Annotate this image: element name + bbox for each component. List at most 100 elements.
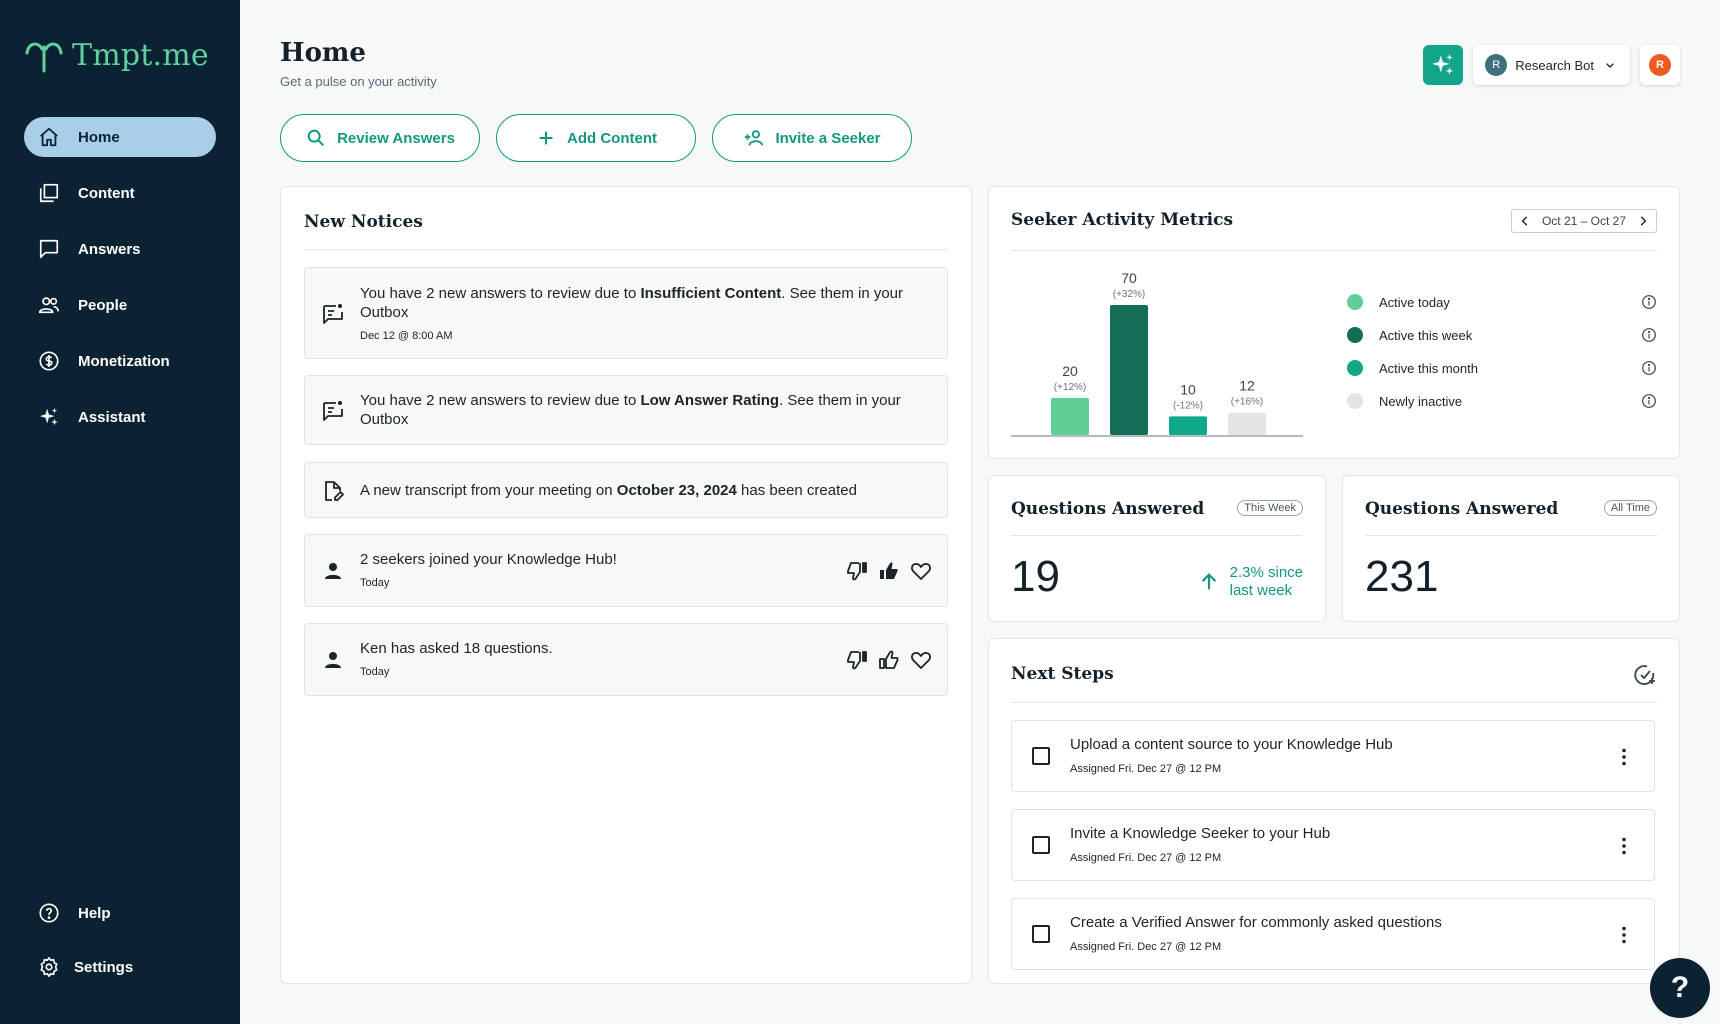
chart-bar bbox=[1051, 397, 1089, 435]
answers-icon bbox=[39, 239, 59, 259]
notices-title: New Notices bbox=[304, 212, 423, 232]
heart-icon[interactable] bbox=[909, 648, 933, 672]
page-subtitle: Get a pulse on your activity bbox=[280, 74, 437, 89]
chart-bar bbox=[1169, 416, 1207, 435]
notice-item[interactable]: Ken has asked 18 questions. Today bbox=[304, 623, 948, 696]
questions-all-card: Questions Answered All Time 231 bbox=[1342, 475, 1680, 622]
gear-icon bbox=[40, 957, 58, 977]
questions-week-card: Questions Answered This Week 19 2.3% sin… bbox=[988, 475, 1326, 622]
thumbs-up-icon[interactable] bbox=[877, 648, 901, 672]
notice-date: Dec 12 @ 8:00 AM bbox=[360, 330, 453, 342]
sparkle-icon bbox=[39, 407, 58, 426]
sidebar-item-label: Help bbox=[78, 904, 111, 922]
next-step-item: Create a Verified Answer for commonly as… bbox=[1011, 898, 1655, 970]
chart-change-label: (+32%) bbox=[1113, 289, 1146, 300]
step-checkbox[interactable] bbox=[1032, 747, 1050, 765]
divider bbox=[1365, 535, 1657, 536]
more-vertical-icon[interactable] bbox=[1612, 745, 1636, 769]
legend-item: Active today bbox=[1347, 292, 1657, 312]
notice-item[interactable]: You have 2 new answers to review due to … bbox=[304, 375, 948, 445]
step-date: Assigned Fri. Dec 27 @ 12 PM bbox=[1070, 852, 1222, 864]
chat-alert-icon bbox=[323, 304, 343, 324]
bot-selector[interactable]: R Research Bot bbox=[1473, 45, 1630, 85]
chart-change-label: (+16%) bbox=[1231, 397, 1264, 408]
notice-text: You have 2 new answers to review due to … bbox=[360, 285, 904, 321]
review-answers-button[interactable]: Review Answers bbox=[280, 114, 480, 162]
bot-name: Research Bot bbox=[1515, 57, 1594, 73]
info-icon[interactable] bbox=[1641, 393, 1657, 409]
legend-item: Newly inactive bbox=[1347, 391, 1657, 411]
user-menu-button[interactable]: R bbox=[1640, 45, 1680, 85]
more-vertical-icon[interactable] bbox=[1612, 834, 1636, 858]
next-steps-card: Next Steps Upload a content source to yo… bbox=[988, 638, 1680, 984]
notice-text: Ken has asked 18 questions. bbox=[360, 640, 553, 657]
info-icon[interactable] bbox=[1641, 360, 1657, 376]
chart-change-label: (-12%) bbox=[1173, 400, 1203, 411]
legend-dot bbox=[1347, 294, 1363, 310]
invite-seeker-label: Invite a Seeker bbox=[775, 129, 881, 147]
notice-item[interactable]: 2 seekers joined your Knowledge Hub! Tod… bbox=[304, 534, 948, 607]
step-text: Create a Verified Answer for commonly as… bbox=[1070, 914, 1442, 931]
chevron-down-icon bbox=[1606, 63, 1614, 68]
notice-date: Today bbox=[360, 577, 390, 589]
heart-icon[interactable] bbox=[909, 559, 933, 583]
chevron-right-icon[interactable] bbox=[1636, 214, 1650, 228]
sidebar-item-answers[interactable]: Answers bbox=[24, 229, 216, 269]
dollar-icon bbox=[39, 351, 59, 371]
thumbs-down-icon[interactable] bbox=[845, 648, 869, 672]
chart-value-label: 12 bbox=[1239, 378, 1255, 394]
thumbs-up-icon[interactable] bbox=[877, 559, 901, 583]
sidebar-item-home[interactable]: Home bbox=[24, 117, 216, 157]
sidebar-item-label: Content bbox=[78, 184, 135, 202]
notice-item[interactable]: A new transcript from your meeting on Oc… bbox=[304, 462, 948, 518]
notice-actions bbox=[845, 559, 933, 583]
sidebar-item-help[interactable]: Help bbox=[24, 893, 216, 933]
search-icon bbox=[307, 129, 325, 147]
page-title: Home bbox=[280, 38, 366, 68]
sidebar-item-settings[interactable]: Settings bbox=[24, 947, 216, 987]
arrow-up-icon bbox=[1201, 573, 1216, 590]
bot-avatar: R bbox=[1485, 54, 1508, 76]
sidebar-item-monetization[interactable]: Monetization bbox=[24, 341, 216, 381]
notices-card: New Notices You have 2 new answers to re… bbox=[280, 186, 972, 984]
sidebar-item-label: Monetization bbox=[78, 352, 170, 370]
chart-bar bbox=[1110, 305, 1148, 435]
info-icon[interactable] bbox=[1641, 294, 1657, 310]
add-user-icon bbox=[745, 130, 764, 146]
change-line-1: 2.3% since bbox=[1229, 564, 1303, 581]
help-button[interactable]: ? bbox=[1650, 958, 1710, 1018]
document-edit-icon bbox=[325, 481, 344, 501]
step-checkbox[interactable] bbox=[1032, 836, 1050, 854]
people-icon bbox=[39, 297, 59, 314]
notice-item[interactable]: You have 2 new answers to review due to … bbox=[304, 267, 948, 359]
thumbs-down-icon[interactable] bbox=[845, 559, 869, 583]
questions-all-title: Questions Answered bbox=[1365, 499, 1559, 519]
sidebar-item-assistant[interactable]: Assistant bbox=[24, 397, 216, 437]
legend-item: Active this week bbox=[1347, 325, 1657, 345]
info-icon[interactable] bbox=[1641, 327, 1657, 343]
notice-date: Today bbox=[360, 666, 390, 678]
more-vertical-icon[interactable] bbox=[1612, 923, 1636, 947]
next-steps-title: Next Steps bbox=[1011, 664, 1114, 684]
divider bbox=[304, 249, 948, 250]
add-content-label: Add Content bbox=[567, 129, 657, 147]
sidebar-item-label: Assistant bbox=[78, 408, 146, 426]
chevron-left-icon[interactable] bbox=[1518, 214, 1532, 228]
logo[interactable]: Tmpt.me bbox=[24, 38, 209, 73]
chart-value-label: 10 bbox=[1180, 381, 1196, 397]
sidebar-item-label: Answers bbox=[78, 240, 141, 258]
metrics-card: Seeker Activity Metrics Oct 21 – Oct 27 … bbox=[988, 186, 1680, 459]
legend-label: Active this month bbox=[1379, 360, 1478, 376]
period-badge: This Week bbox=[1237, 500, 1303, 516]
add-content-button[interactable]: Add Content bbox=[496, 114, 696, 162]
content-icon bbox=[39, 183, 59, 203]
sidebar-item-content[interactable]: Content bbox=[24, 173, 216, 213]
step-text: Upload a content source to your Knowledg… bbox=[1070, 736, 1393, 753]
assistant-button[interactable] bbox=[1423, 45, 1464, 85]
add-task-icon[interactable] bbox=[1633, 663, 1657, 687]
sidebar-item-people[interactable]: People bbox=[24, 285, 216, 325]
next-step-item: Invite a Knowledge Seeker to your Hub As… bbox=[1011, 809, 1655, 881]
step-checkbox[interactable] bbox=[1032, 925, 1050, 943]
date-range-label: Oct 21 – Oct 27 bbox=[1541, 214, 1626, 228]
invite-seeker-button[interactable]: Invite a Seeker bbox=[712, 114, 912, 162]
